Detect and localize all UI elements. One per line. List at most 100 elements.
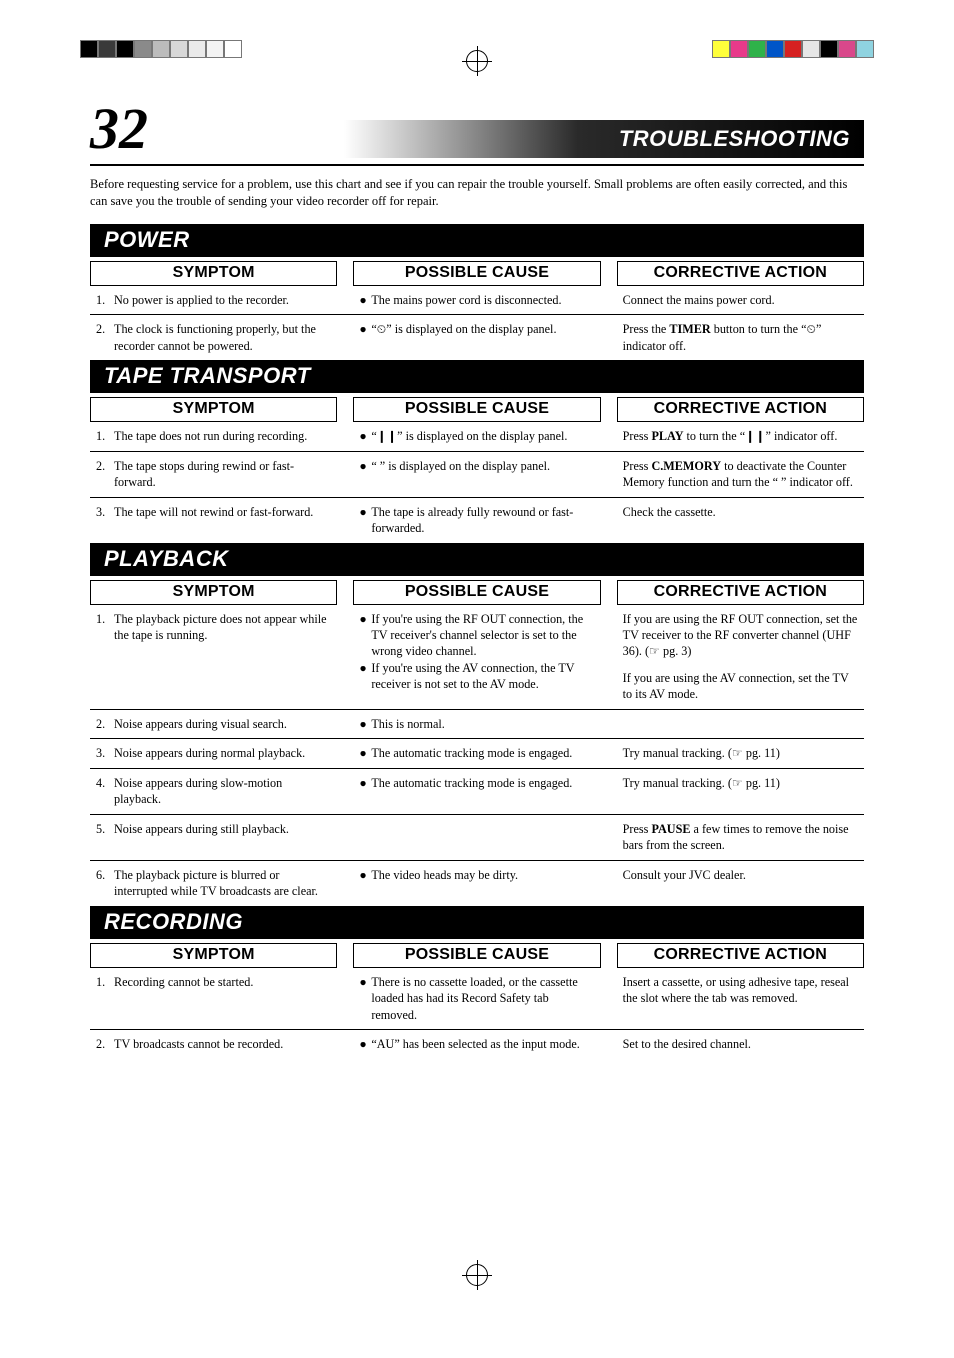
cause-cell: ●“ ” is displayed on the display panel. <box>353 458 600 491</box>
cause-cell: ●The video heads may be dirty. <box>353 867 600 900</box>
symptom-text: The playback picture does not appear whi… <box>114 611 331 703</box>
symptom-text: Noise appears during slow-motion playbac… <box>114 775 331 808</box>
cause-text: “⏲” is displayed on the display panel. <box>371 321 556 337</box>
row-number: 1. <box>96 974 114 1023</box>
row-number: 2. <box>96 458 114 491</box>
action-cell: Press C.MEMORY to deactivate the Counter… <box>617 458 864 491</box>
column-headers-row: SYMPTOMPOSSIBLE CAUSECORRECTIVE ACTION <box>90 257 864 286</box>
bullet-icon: ● <box>359 321 371 337</box>
bullet-icon: ● <box>359 292 371 308</box>
action-line: Consult your JVC dealer. <box>623 867 858 883</box>
reg-strip-left <box>80 40 248 58</box>
reg-swatch <box>152 40 170 58</box>
table-row: 3.Noise appears during normal playback. ●… <box>90 739 864 768</box>
page-number: 32 <box>90 100 148 158</box>
action-bold: TIMER <box>669 322 710 336</box>
cause-line: ●There is no cassette loaded, or the cas… <box>359 974 594 1023</box>
table-row: 5.Noise appears during still playback. Pr… <box>90 815 864 861</box>
section-title-banner: TROUBLESHOOTING <box>344 120 864 158</box>
bullet-icon: ● <box>359 867 371 883</box>
action-line: Try manual tracking. (☞ pg. 11) <box>623 745 858 761</box>
column-header-action: CORRECTIVE ACTION <box>617 397 864 422</box>
symptom-text: Noise appears during visual search. <box>114 716 287 732</box>
cause-line: ●This is normal. <box>359 716 594 732</box>
bullet-icon: ● <box>359 716 371 732</box>
cause-text: This is normal. <box>371 716 444 732</box>
action-cell: Set to the desired channel. <box>617 1036 864 1052</box>
action-line: Insert a cassette, or using adhesive tap… <box>623 974 858 1007</box>
registration-marks-top <box>60 40 894 80</box>
category-block: PLAYBACKSYMPTOMPOSSIBLE CAUSECORRECTIVE … <box>60 543 894 906</box>
action-cell: Press the TIMER button to turn the “⏲” i… <box>617 321 864 354</box>
table-row: 2.The clock is functioning properly, but… <box>90 315 864 360</box>
reg-swatch <box>80 40 98 58</box>
category-block: TAPE TRANSPORTSYMPTOMPOSSIBLE CAUSECORRE… <box>60 360 894 542</box>
action-line: Press the TIMER button to turn the “⏲” i… <box>623 321 858 354</box>
cause-line: ●The tape is already fully rewound or fa… <box>359 504 594 537</box>
column-header-cause: POSSIBLE CAUSE <box>353 580 600 605</box>
action-cell: Insert a cassette, or using adhesive tap… <box>617 974 864 1023</box>
cause-text: The automatic tracking mode is engaged. <box>371 775 572 791</box>
cause-text: “❙❙” is displayed on the display panel. <box>371 428 567 444</box>
action-cell: Consult your JVC dealer. <box>617 867 864 900</box>
column-header-cause: POSSIBLE CAUSE <box>353 397 600 422</box>
symptom-cell: 4.Noise appears during slow-motion playb… <box>90 775 337 808</box>
registration-marks-bottom <box>60 1258 894 1298</box>
reg-swatch <box>766 40 784 58</box>
cause-cell: ●“❙❙” is displayed on the display panel. <box>353 428 600 444</box>
cause-line: ●If you're using the RF OUT connection, … <box>359 611 594 660</box>
reg-swatch <box>206 40 224 58</box>
category-block: RECORDINGSYMPTOMPOSSIBLE CAUSECORRECTIVE… <box>60 906 894 1059</box>
symptom-cell: 5.Noise appears during still playback. <box>90 821 337 854</box>
table-row: 2.The tape stops during rewind or fast-f… <box>90 452 864 498</box>
symptom-cell: 2.Noise appears during visual search. <box>90 716 337 732</box>
row-number: 3. <box>96 504 114 537</box>
table-row: 2.Noise appears during visual search. ●Th… <box>90 710 864 739</box>
row-number: 1. <box>96 611 114 703</box>
cause-cell: ●The automatic tracking mode is engaged. <box>353 745 600 761</box>
action-line: Press C.MEMORY to deactivate the Counter… <box>623 458 858 491</box>
column-header-action: CORRECTIVE ACTION <box>617 943 864 968</box>
reg-swatch <box>784 40 802 58</box>
bullet-icon: ● <box>359 775 371 791</box>
action-cell: Try manual tracking. (☞ pg. 11) <box>617 745 864 761</box>
action-cell: Press PAUSE a few times to remove the no… <box>617 821 864 854</box>
reg-swatch <box>188 40 206 58</box>
action-line: Connect the mains power cord. <box>623 292 858 308</box>
symptom-text: Noise appears during normal playback. <box>114 745 305 761</box>
cause-cell <box>353 821 600 854</box>
symptom-text: The tape stops during rewind or fast-for… <box>114 458 331 491</box>
action-line: Press PLAY to turn the “❙❙” indicator of… <box>623 428 858 444</box>
symptom-cell: 1.The tape does not run during recording… <box>90 428 337 444</box>
symptom-cell: 1.No power is applied to the recorder. <box>90 292 337 308</box>
symptom-cell: 2.TV broadcasts cannot be recorded. <box>90 1036 337 1052</box>
cause-line: ●“ ” is displayed on the display panel. <box>359 458 594 474</box>
cause-line: ●The mains power cord is disconnected. <box>359 292 594 308</box>
row-number: 2. <box>96 321 114 354</box>
cause-text: If you're using the RF OUT connection, t… <box>371 611 594 660</box>
category-title: PLAYBACK <box>90 543 864 576</box>
cause-line: ●The automatic tracking mode is engaged. <box>359 775 594 791</box>
table-row: 3.The tape will not rewind or fast-forwa… <box>90 498 864 543</box>
column-header-action: CORRECTIVE ACTION <box>617 261 864 286</box>
reg-swatch <box>224 40 242 58</box>
reg-swatch <box>134 40 152 58</box>
symptom-text: The playback picture is blurred or inter… <box>114 867 331 900</box>
reg-target-icon <box>466 50 488 72</box>
category-title: RECORDING <box>90 906 864 939</box>
reg-strip-right <box>706 40 874 58</box>
symptom-cell: 3.The tape will not rewind or fast-forwa… <box>90 504 337 537</box>
cause-text: “ ” is displayed on the display panel. <box>371 458 550 474</box>
symptom-cell: 2.The clock is functioning properly, but… <box>90 321 337 354</box>
intro-paragraph: Before requesting service for a problem,… <box>90 176 864 210</box>
row-number: 6. <box>96 867 114 900</box>
category-block: POWERSYMPTOMPOSSIBLE CAUSECORRECTIVE ACT… <box>60 224 894 360</box>
cause-line: ●The automatic tracking mode is engaged. <box>359 745 594 761</box>
action-line: Try manual tracking. (☞ pg. 11) <box>623 775 858 791</box>
reg-target-bottom-icon <box>466 1264 488 1286</box>
symptom-text: The clock is functioning properly, but t… <box>114 321 331 354</box>
symptom-cell: 3.Noise appears during normal playback. <box>90 745 337 761</box>
cause-line: ●“⏲” is displayed on the display panel. <box>359 321 594 337</box>
symptom-text: No power is applied to the recorder. <box>114 292 289 308</box>
column-header-cause: POSSIBLE CAUSE <box>353 261 600 286</box>
